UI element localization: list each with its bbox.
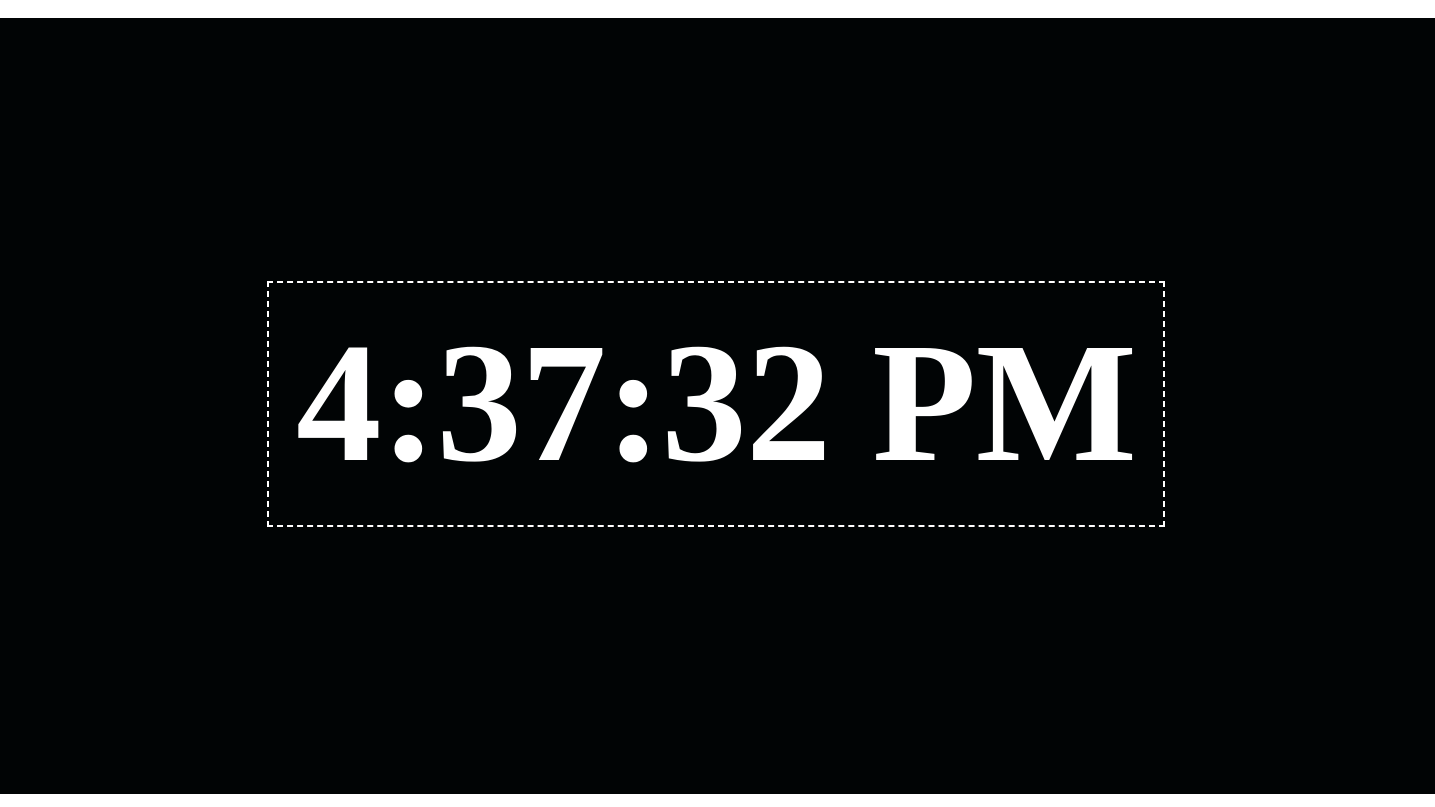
clock-display-box[interactable]: 4:37:32 PM (267, 281, 1165, 527)
clock-time: 4:37:32 PM (296, 307, 1137, 497)
bottom-edge (0, 794, 1435, 807)
top-edge (0, 0, 1435, 18)
clock-screen: 4:37:32 PM (0, 18, 1435, 794)
